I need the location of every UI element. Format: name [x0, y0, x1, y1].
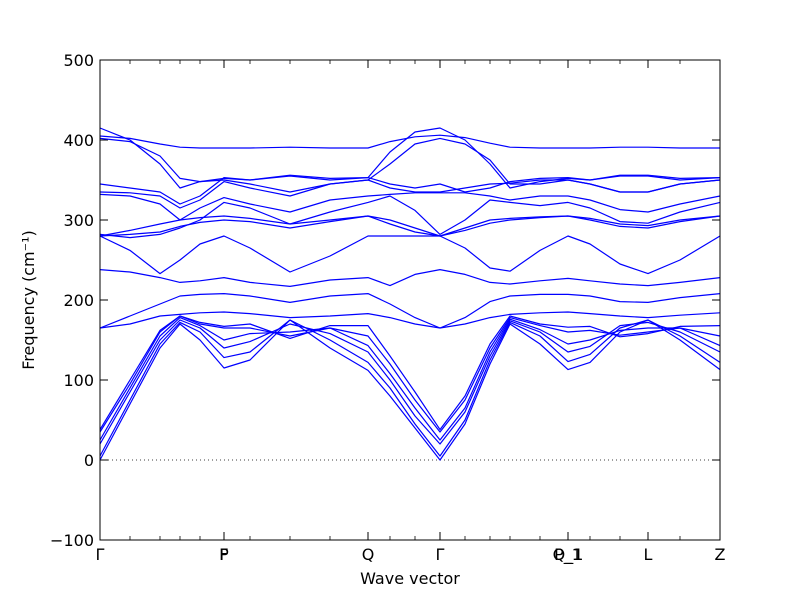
x-tick-label: Γ [436, 545, 445, 564]
y-tick-label: 100 [63, 371, 94, 390]
x-axis-label: Wave vector [360, 569, 460, 588]
y-tick-label: 400 [63, 131, 94, 150]
y-tick-label: 500 [63, 51, 94, 70]
y-axis-label: Frequency (cm⁻¹) [19, 230, 38, 369]
band-line [99, 315, 721, 431]
band-line [99, 134, 720, 149]
band-line [99, 311, 721, 329]
band-line [99, 319, 721, 457]
band-line [99, 319, 721, 445]
band-line [99, 317, 721, 441]
band-line [99, 127, 721, 189]
x-tick-label: Q_1 [553, 545, 584, 565]
y-tick-label: −100 [50, 531, 94, 550]
plot-frame [99, 59, 721, 541]
y-tick-label: 200 [63, 291, 94, 310]
x-tick-label: Z [715, 545, 726, 564]
x-tick-label: P_1 [554, 545, 582, 565]
x-tick-label: Γ [96, 545, 105, 564]
x-tick-label: F [219, 545, 228, 564]
band-line [99, 319, 721, 461]
x-tick-label: P [219, 545, 229, 564]
band-line [99, 192, 721, 221]
band-line [99, 195, 721, 239]
y-tick-label: 0 [84, 451, 94, 470]
band-line [99, 293, 721, 329]
band-line [99, 215, 721, 237]
band-line [99, 137, 721, 193]
x-tick-label: Q [362, 545, 375, 564]
x-tick-label: L [644, 545, 653, 564]
band-line [99, 269, 721, 287]
band-line [99, 235, 721, 275]
y-tick-label: 300 [63, 211, 94, 230]
band-line [99, 315, 721, 433]
band-line [99, 215, 721, 237]
